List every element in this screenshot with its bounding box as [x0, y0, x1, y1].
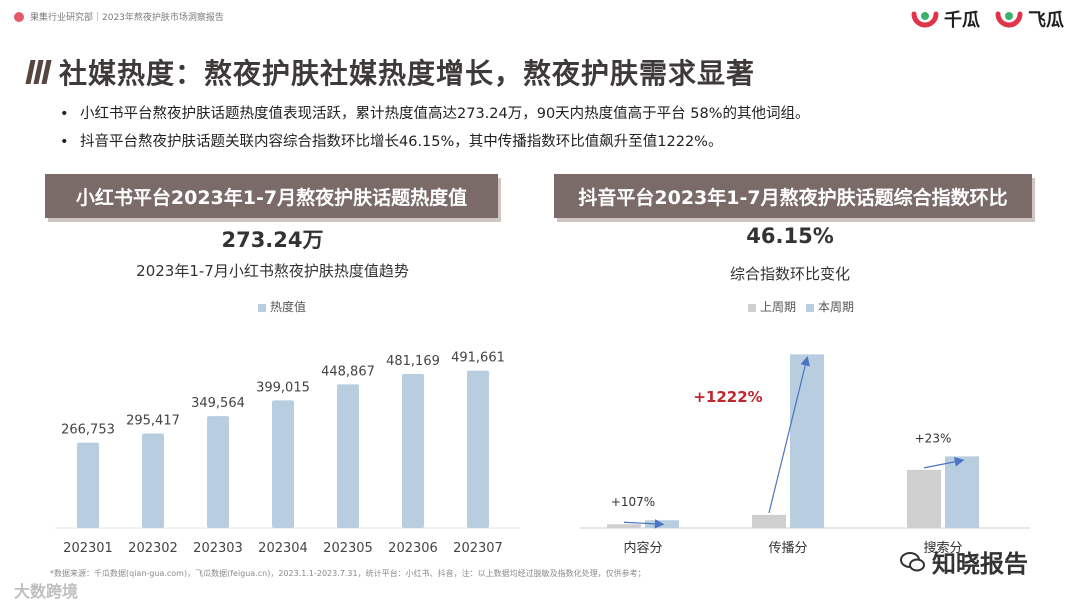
brand-qiangua: 千瓜: [910, 6, 980, 32]
right-chart-title: 综合指数环比变化: [729, 265, 850, 283]
change-annotation: +1222%: [693, 388, 762, 406]
doc-label-text: 果集行业研究部｜2023年熬夜护肤市场洞察报告: [30, 13, 224, 23]
prev-period-bar: [607, 524, 641, 528]
heat-bar-value-label: 481,169: [386, 354, 440, 369]
x-tick-label: 202307: [453, 541, 503, 556]
heat-bar-value-label: 349,564: [191, 396, 245, 411]
curr-period-bar: [945, 456, 979, 528]
title-bars-icon: [25, 60, 52, 84]
watermark-left-text: 大数跨境: [14, 582, 79, 601]
x-tick-label: 202304: [258, 541, 308, 556]
page-title-row: 社媒热度：熬夜护肤社媒热度增长，熬夜护肤需求显著: [25, 52, 756, 92]
bullet-item: 小红书平台熬夜护肤话题热度值表现活跃，累计热度值高达273.24万，90天内热度…: [60, 100, 810, 128]
brand-feigua: 飞瓜: [994, 6, 1064, 32]
qiangua-logo-icon: [911, 11, 939, 28]
x-tick-label: 202302: [128, 541, 178, 556]
x-tick-label: 202305: [323, 541, 373, 556]
x-tick-label: 202301: [63, 541, 113, 556]
legend-label: 上周期: [760, 300, 797, 314]
heat-bar: [402, 374, 424, 528]
footnote: *数据来源：千瓜数据(qian-gua.com)，飞瓜数据(feigua.cn)…: [50, 569, 646, 578]
x-tick-label: 搜索分: [923, 541, 962, 556]
feigua-logo-icon: [995, 11, 1023, 28]
brand-logos: 千瓜 飞瓜: [910, 6, 1064, 32]
heat-bar-value-label: 491,661: [451, 351, 505, 366]
legend-label: 热度值: [270, 300, 307, 314]
left-legend: 热度值: [258, 298, 306, 315]
heat-bar-value-label: 448,867: [321, 364, 375, 379]
heat-bar: [467, 370, 489, 528]
brand-feigua-label: 飞瓜: [1028, 10, 1064, 31]
heat-bar-value-label: 266,753: [61, 423, 115, 438]
right-big-value: 46.15%: [746, 224, 834, 248]
right-panel-header: 抖音平台2023年1-7月熬夜护肤话题综合指数环比: [554, 174, 1032, 218]
watermark-right: 知晓报告: [900, 544, 1028, 579]
change-arrow: [768, 356, 810, 514]
wechat-icon: [900, 551, 925, 571]
x-tick-label: 202306: [388, 541, 438, 556]
legend-swatch: [258, 303, 266, 312]
brand-qiangua-label: 千瓜: [944, 10, 980, 31]
change-arrow: [923, 457, 965, 469]
heat-bar: [272, 400, 294, 528]
heat-bar: [142, 433, 164, 528]
legend-item-curr: 本周期: [806, 298, 854, 315]
prev-period-bar: [907, 469, 941, 528]
change-annotation: +23%: [915, 431, 952, 445]
heat-bar: [207, 416, 229, 528]
left-big-value: 273.24万: [221, 228, 324, 252]
left-panel-header: 小红书平台2023年1-7月熬夜护肤话题热度值: [45, 174, 498, 218]
left-bar-chart: 266,753 202301 295,417 202302 349,564 202303 3…: [55, 351, 520, 556]
watermark-left: 大数跨境: [14, 578, 78, 602]
right-legend: 上周期 本周期: [748, 298, 854, 315]
x-tick-label: 内容分: [623, 540, 662, 556]
heat-bar-value-label: 399,015: [256, 380, 310, 395]
legend-swatch: [806, 303, 815, 312]
bullet-item: 抖音平台熬夜护肤话题关联内容综合指数环比增长46.15%，其中传播指数环比值飙升…: [60, 128, 810, 156]
x-tick-label: 202303: [193, 541, 243, 556]
bullet-list: 小红书平台熬夜护肤话题热度值表现活跃，累计热度值高达273.24万，90天内热度…: [60, 100, 810, 156]
right-bar-chart: +107% 内容分 +1222% 传播分 +23% 搜索分: [580, 354, 1030, 556]
change-annotation: +107%: [611, 495, 655, 509]
heat-bar: [77, 442, 99, 528]
x-tick-label: 传播分: [768, 541, 807, 556]
watermark-right-text: 知晓报告: [932, 550, 1028, 578]
change-arrow: [623, 519, 665, 529]
left-chart-title: 2023年1-7月小红书熬夜护肤热度值趋势: [136, 262, 409, 280]
curr-period-bar: [790, 354, 824, 528]
legend-swatch: [748, 303, 756, 312]
legend-label: 本周期: [818, 300, 855, 314]
brand-logo-icon: [14, 11, 24, 22]
doc-label: 果集行业研究部｜2023年熬夜护肤市场洞察报告: [14, 10, 224, 23]
heat-bar-value-label: 295,417: [126, 413, 180, 428]
legend-item-prev: 上周期: [748, 298, 796, 315]
legend-item-heat: 热度值: [258, 298, 306, 315]
heat-bar: [337, 384, 359, 528]
prev-period-bar: [752, 514, 786, 528]
page-title: 社媒热度：熬夜护肤社媒热度增长，熬夜护肤需求显著: [59, 57, 756, 90]
